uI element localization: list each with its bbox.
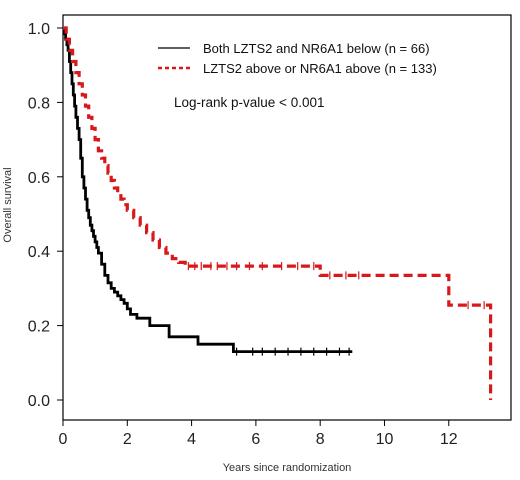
axis-ticks: 0 2 4 6 8 10 12 0.0 0.2 0.4 0.6 0.8 1.0: [28, 21, 458, 448]
series-lines: [62, 26, 493, 400]
x-tick-label: 12: [440, 431, 458, 448]
legend-label-1: Both LZTS2 and NR6A1 below (n = 66): [203, 41, 430, 56]
y-tick-label: 1.0: [28, 21, 50, 38]
x-tick-label: 6: [251, 431, 260, 448]
legend: Both LZTS2 and NR6A1 below (n = 66) LZTS2…: [158, 41, 437, 76]
series-line-2: [63, 26, 493, 400]
x-axis-title: Years since randomization: [223, 462, 352, 474]
y-tick-label: 0.8: [28, 95, 50, 112]
y-tick-label: 0.0: [28, 393, 50, 410]
y-tick-label: 0.4: [28, 244, 50, 261]
annotation-text: Log-rank p-value < 0.001: [174, 95, 324, 110]
x-tick-label: 0: [59, 431, 68, 448]
x-tick-label: 2: [123, 431, 132, 448]
y-tick-label: 0.2: [28, 319, 50, 336]
x-tick-label: 8: [316, 431, 325, 448]
legend-label-2: LZTS2 above or NR6A1 above (n = 133): [203, 61, 437, 76]
series-line-1: [62, 26, 353, 353]
x-tick-label: 4: [187, 431, 196, 448]
x-tick-label: 10: [376, 431, 394, 448]
y-tick-label: 0.6: [28, 170, 50, 187]
y-axis-title: Overall survival: [2, 167, 14, 242]
plot-frame: [62, 14, 512, 421]
